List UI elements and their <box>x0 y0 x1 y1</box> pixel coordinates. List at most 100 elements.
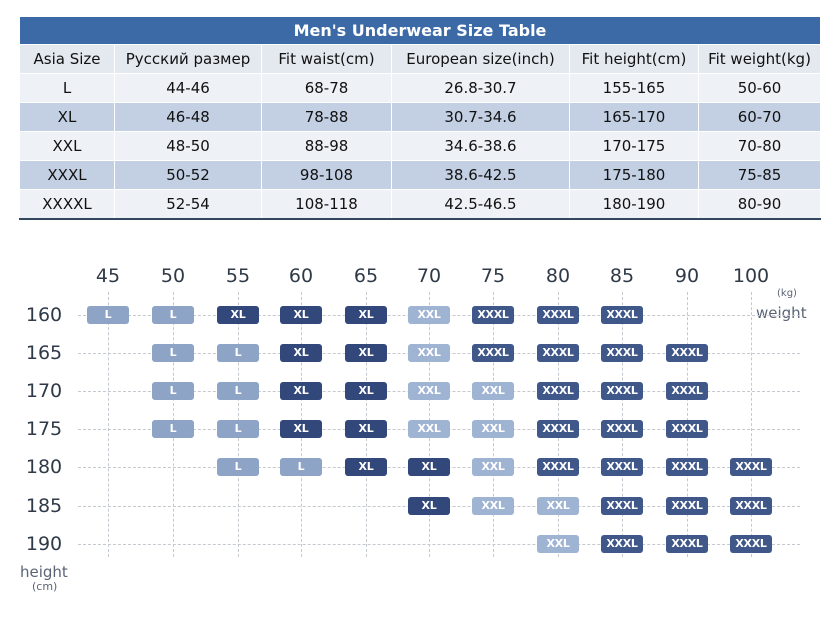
table-cell: 98-108 <box>261 160 392 190</box>
size-badge-xl: XL <box>408 497 450 515</box>
size-badge-xxl: XXL <box>408 344 450 362</box>
height-tick-label: 165 <box>25 342 63 364</box>
weight-axis-label: weight <box>756 304 807 322</box>
table-cell: 75-85 <box>698 160 821 190</box>
size-badge-xxl: XXL <box>472 458 514 476</box>
table-cell: 26.8-30.7 <box>391 73 570 103</box>
size-table: Men's Underwear Size Table Asia Size Рус… <box>19 16 821 220</box>
table-cell: 70-80 <box>698 131 821 161</box>
height-tick-label: 185 <box>25 495 63 517</box>
weight-tick-label: 50 <box>160 265 186 287</box>
size-badge-xxxl: XXXL <box>601 420 643 438</box>
size-badge-xxxl: XXXL <box>666 382 708 400</box>
table-cell: 165-170 <box>569 102 699 132</box>
height-tick-label: 160 <box>25 304 63 326</box>
table-cell: 155-165 <box>569 73 699 103</box>
table-cell: 80-90 <box>698 189 821 220</box>
table-row: L 44-46 68-78 26.8-30.7 155-165 50-60 <box>19 73 821 103</box>
size-badge-xl: XL <box>345 420 387 438</box>
size-badge-xxxl: XXXL <box>601 306 643 324</box>
size-badge-xl: XL <box>345 382 387 400</box>
size-badge-xxxl: XXXL <box>537 382 579 400</box>
weight-tick-label: 100 <box>732 265 770 287</box>
table-cell: XXXXL <box>19 189 115 220</box>
size-chart: (kg) weight height (cm) 45 50 55 60 65 70 75 80… <box>0 232 835 634</box>
size-badge-l: L <box>152 382 194 400</box>
size-badge-xxxl: XXXL <box>666 535 708 553</box>
table-cell: 50-60 <box>698 73 821 103</box>
height-unit-label: (cm) <box>32 580 58 593</box>
size-badge-l: L <box>152 420 194 438</box>
size-badge-xxxl: XXXL <box>730 497 772 515</box>
table-cell: 68-78 <box>261 73 392 103</box>
column-header: Fit weight(kg) <box>698 44 821 74</box>
weight-tick-label: 45 <box>95 265 121 287</box>
size-badge-xxl: XXL <box>408 306 450 324</box>
table-cell: 44-46 <box>114 73 262 103</box>
size-badge-xl: XL <box>280 420 322 438</box>
size-badge-xxl: XXL <box>472 497 514 515</box>
weight-tick-label: 70 <box>416 265 442 287</box>
size-badge-xxl: XXL <box>537 497 579 515</box>
grid-line-vertical <box>751 292 752 557</box>
table-cell: XXXL <box>19 160 115 190</box>
table-cell: 30.7-34.6 <box>391 102 570 132</box>
size-badge-xl: XL <box>280 382 322 400</box>
table-row: XXXXL 52-54 108-118 42.5-46.5 180-190 80… <box>19 189 821 220</box>
table-cell: 170-175 <box>569 131 699 161</box>
size-badge-l: L <box>152 344 194 362</box>
table-cell: L <box>19 73 115 103</box>
size-badge-xl: XL <box>345 306 387 324</box>
size-badge-xxl: XXL <box>472 382 514 400</box>
weight-tick-label: 65 <box>353 265 379 287</box>
size-badge-xxxl: XXXL <box>601 497 643 515</box>
size-badge-xxl: XXL <box>537 535 579 553</box>
table-cell: 48-50 <box>114 131 262 161</box>
table-header-row: Asia Size Русский размер Fit waist(cm) E… <box>19 44 821 74</box>
size-badge-xl: XL <box>280 344 322 362</box>
size-badge-xxxl: XXXL <box>730 458 772 476</box>
size-badge-xxxl: XXXL <box>472 306 514 324</box>
grid-line-vertical <box>108 292 109 557</box>
size-badge-l: L <box>217 382 259 400</box>
table-cell: 38.6-42.5 <box>391 160 570 190</box>
size-badge-xxl: XXL <box>408 382 450 400</box>
table-cell: XXL <box>19 131 115 161</box>
size-badge-xxxl: XXXL <box>666 458 708 476</box>
column-header: Asia Size <box>19 44 115 74</box>
size-badge-xxxl: XXXL <box>601 535 643 553</box>
table-cell: 52-54 <box>114 189 262 220</box>
table-row: XL 46-48 78-88 30.7-34.6 165-170 60-70 <box>19 102 821 132</box>
size-badge-xxxl: XXXL <box>666 497 708 515</box>
size-badge-xl: XL <box>345 344 387 362</box>
table-title: Men's Underwear Size Table <box>19 16 821 45</box>
height-tick-label: 170 <box>25 380 63 402</box>
size-badge-xxxl: XXXL <box>601 382 643 400</box>
column-header: Fit height(cm) <box>569 44 699 74</box>
column-header: European size(inch) <box>391 44 570 74</box>
table-cell: 108-118 <box>261 189 392 220</box>
size-badge-xl: XL <box>280 306 322 324</box>
size-badge-xl: XL <box>345 458 387 476</box>
size-badge-xxxl: XXXL <box>730 535 772 553</box>
table-row: XXL 48-50 88-98 34.6-38.6 170-175 70-80 <box>19 131 821 161</box>
size-badge-xxl: XXL <box>472 420 514 438</box>
table-row: XXXL 50-52 98-108 38.6-42.5 175-180 75-8… <box>19 160 821 190</box>
table-cell: 88-98 <box>261 131 392 161</box>
size-badge-xl: XL <box>217 306 259 324</box>
size-badge-xxxl: XXXL <box>537 344 579 362</box>
size-badge-l: L <box>217 344 259 362</box>
size-badge-xxxl: XXXL <box>601 344 643 362</box>
size-badge-l: L <box>217 458 259 476</box>
height-tick-label: 190 <box>25 533 63 555</box>
size-badge-xl: XL <box>408 458 450 476</box>
size-badge-xxxl: XXXL <box>537 306 579 324</box>
size-badge-xxxl: XXXL <box>666 420 708 438</box>
weight-tick-label: 80 <box>545 265 571 287</box>
table-cell: 34.6-38.6 <box>391 131 570 161</box>
weight-tick-label: 60 <box>288 265 314 287</box>
size-badge-l: L <box>217 420 259 438</box>
size-badge-xxxl: XXXL <box>472 344 514 362</box>
weight-tick-label: 85 <box>609 265 635 287</box>
height-tick-label: 175 <box>25 418 63 440</box>
